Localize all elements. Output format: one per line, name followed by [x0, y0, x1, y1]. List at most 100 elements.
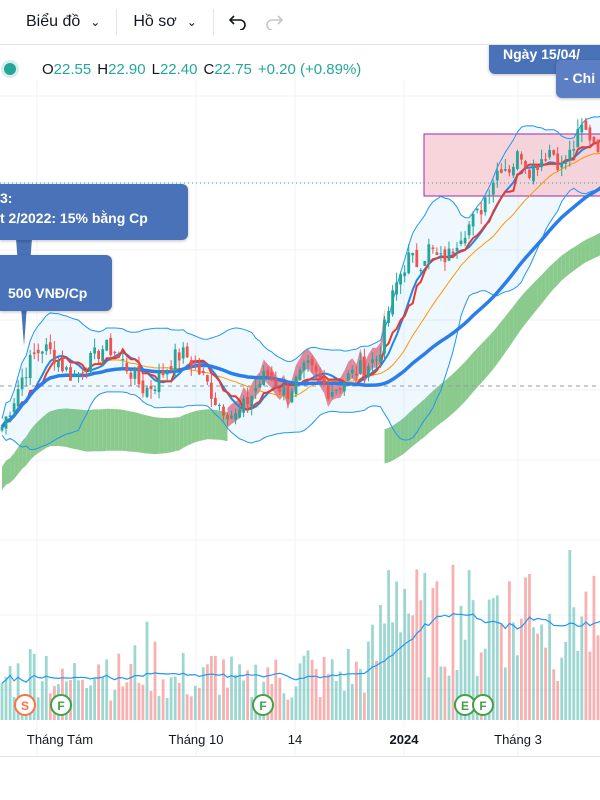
candle-body: [395, 282, 398, 295]
candle-body: [101, 349, 105, 362]
ichimoku-cloud-bull-segment: [501, 316, 506, 359]
ichimoku-cloud-bull-segment: [489, 331, 494, 374]
candle-body: [379, 354, 382, 363]
ichimoku-cloud-bull-segment: [457, 365, 462, 410]
volume-bar: [560, 657, 564, 720]
callout-cash-dividend[interactable]: 500 VNĐ/Cp: [0, 255, 112, 311]
ichimoku-cloud-bull-segment: [461, 361, 466, 406]
ichimoku-cloud-bull-segment: [18, 441, 23, 474]
bollinger-upper-line: [1, 115, 600, 419]
volume-bar: [371, 624, 374, 720]
candle-body: [242, 398, 245, 413]
candle-body: [141, 380, 145, 394]
event-marker-circle: [472, 694, 494, 716]
price-zone-rectangle[interactable]: [423, 133, 600, 197]
profile-menu-button[interactable]: Hồ sơ ⌄: [123, 6, 206, 38]
candle-body: [65, 367, 68, 370]
ichimoku-cloud-bull-segment: [416, 402, 421, 443]
ichimoku-cloud-bull-segment: [549, 262, 554, 294]
volume-bar: [544, 647, 547, 720]
candle-body: [145, 387, 149, 397]
volume-bar: [491, 598, 495, 720]
volume-bar: [326, 674, 330, 720]
volume-bar: [508, 581, 511, 720]
candle-body: [580, 124, 584, 133]
candle-body: [117, 355, 121, 357]
candle-body: [435, 252, 439, 255]
volume-bar: [407, 613, 411, 720]
ichimoku-cloud-bull-segment: [525, 287, 530, 324]
ichimoku-cloud-bull-segment: [420, 398, 425, 440]
candle-body: [314, 365, 318, 372]
volume-bar: [238, 664, 241, 720]
event-marker-label: F: [57, 699, 64, 713]
volume-bar: [524, 577, 527, 720]
candle-body: [298, 369, 302, 380]
candle-body: [528, 169, 531, 178]
event-marker-split: S: [14, 694, 36, 716]
candle-body: [455, 247, 459, 252]
ichimoku-cloud-bull-segment: [388, 425, 393, 463]
ichimoku-cloud-bear-segment: [227, 404, 232, 428]
volume-bar: [596, 635, 600, 720]
ichimoku-cloud-bull-segment: [159, 417, 164, 454]
callout-cash-dividend-text: 500 VNĐ/Cp: [8, 285, 88, 301]
ichimoku-cloud-bull-segment: [22, 436, 27, 469]
high-value: 22.90: [108, 60, 146, 78]
volume-bar: [117, 653, 121, 720]
ichimoku-cloud-bull-segment: [569, 247, 574, 274]
candle-body: [471, 214, 475, 227]
callout-dividend[interactable]: 3: t 2/2022: 15% bằng Cp: [0, 184, 188, 240]
volume-bar: [169, 677, 173, 720]
candle-body: [262, 371, 266, 386]
candle-body: [57, 361, 60, 368]
ichimoku-cloud-bull-segment: [477, 344, 482, 388]
volume-bar: [97, 664, 100, 720]
x-axis: Tháng Tám Tháng 10 14 2024 Tháng 3: [27, 732, 542, 747]
volume-bar: [266, 667, 270, 720]
volume-bar: [137, 682, 141, 720]
callout-dividend-line1: 3:: [0, 190, 13, 206]
ichimoku-cloud-bull-segment: [485, 335, 490, 379]
candle-body: [326, 385, 330, 399]
ichimoku-cloud-bull-segment: [557, 255, 562, 285]
ichimoku-cloud-bull-segment: [211, 409, 216, 440]
volume-bar: [487, 599, 491, 720]
candle-body: [483, 197, 487, 213]
callout-top-right-sub-text: - Chi: [564, 70, 596, 86]
volume-bar: [350, 683, 354, 720]
redo-button[interactable]: [256, 6, 292, 38]
volume-bar: [568, 550, 572, 720]
volume-bar: [346, 648, 350, 720]
volume-bar: [105, 659, 109, 720]
volume-bar: [129, 664, 133, 720]
callout-top-right-secondary[interactable]: - Chi: [556, 60, 600, 98]
volume-bar: [274, 659, 278, 720]
high-key: H: [97, 60, 109, 78]
ichimoku-cloud-bear-segment: [308, 348, 313, 374]
volume-bar: [520, 618, 523, 720]
ichimoku-cloud-bull-segment: [86, 409, 91, 452]
candle-body: [161, 370, 165, 376]
candle-body: [516, 151, 519, 169]
candle-body: [359, 360, 362, 374]
volume-bar: [193, 685, 197, 720]
chart-menu-button[interactable]: Biểu đồ ⌄: [16, 6, 110, 38]
candle-body: [467, 224, 471, 236]
volume-bar: [306, 650, 310, 720]
volume-bar: [85, 687, 88, 720]
undo-button[interactable]: [220, 6, 256, 38]
volume-bar: [302, 655, 306, 720]
candle-body: [149, 385, 153, 390]
x-axis-tick-label: Tháng Tám: [27, 732, 93, 747]
ichimoku-cloud-bear-segment: [352, 358, 357, 384]
volume-bar: [145, 621, 149, 720]
volume-bar: [536, 633, 539, 720]
candle-body: [564, 161, 568, 164]
candle-body: [89, 353, 92, 372]
ichimoku-cloud-bull-segment: [436, 383, 441, 427]
ichimoku-cloud-bull-segment: [38, 417, 43, 453]
volume-bar: [540, 624, 543, 720]
candle-body: [226, 414, 229, 420]
